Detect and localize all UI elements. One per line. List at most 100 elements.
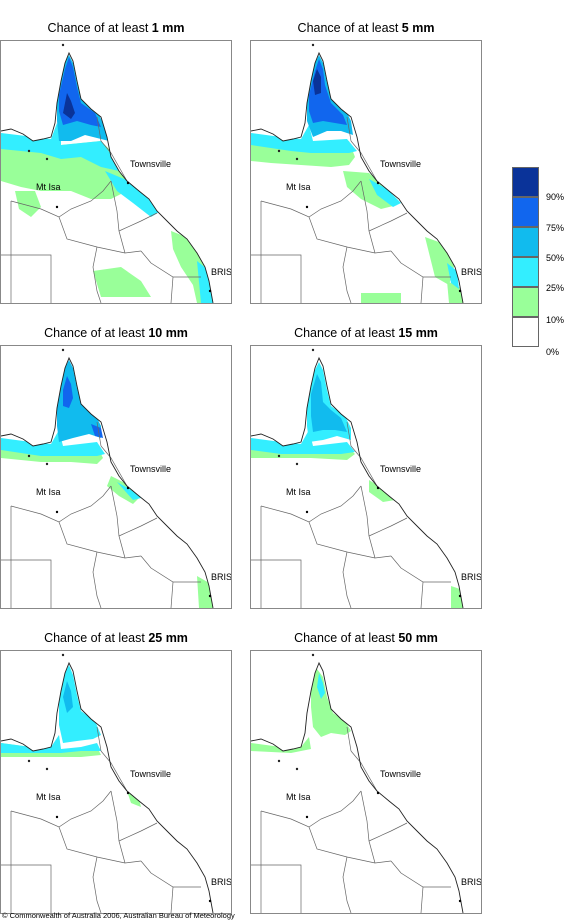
district-boundary [350, 445, 378, 487]
island-mark [61, 43, 65, 47]
district-boundary [260, 485, 362, 523]
district-boundary [96, 116, 102, 142]
district-boundary [420, 276, 424, 303]
town-marker [376, 791, 380, 795]
place-label-townsville: Townsville [380, 464, 421, 474]
place-label-mt_isa: Mt Isa [286, 182, 311, 192]
place-label-mt_isa: Mt Isa [36, 182, 61, 192]
district-boundary [96, 421, 102, 447]
map-panel: Chance of at least 10 mm Townsville Mt Isa… [0, 323, 232, 609]
district-boundary [350, 140, 378, 182]
place-label-brisbane: BRIS [461, 267, 481, 277]
rain-probability-region [105, 171, 161, 217]
rain-probability-region [369, 480, 395, 502]
coastline [1, 51, 214, 303]
legend-label-50: 50% [546, 253, 565, 263]
map-panel: Chance of at least 1 mm Townsville Mt Isa B… [0, 18, 232, 304]
district-boundary [350, 750, 378, 792]
island-mark [295, 767, 299, 771]
legend-label-75: 75% [546, 223, 565, 233]
district-boundary [58, 216, 142, 254]
place-label-brisbane: BRIS [461, 877, 481, 887]
district-boundary [360, 790, 376, 864]
district-boundary [360, 180, 376, 254]
district-boundary [368, 212, 408, 232]
panel-title: Chance of at least 15 mm [250, 323, 482, 343]
legend-swatch-75 [512, 197, 539, 227]
ocean-mask [69, 41, 231, 303]
town-marker [458, 289, 462, 293]
district-boundary [170, 886, 174, 913]
island-mark [61, 348, 65, 352]
town-marker [305, 815, 309, 819]
district-boundary [100, 750, 128, 792]
gulf-mask [251, 651, 319, 751]
island-mark [45, 462, 49, 466]
district-boundary [10, 180, 112, 218]
panel-threshold: 15 mm [398, 326, 438, 340]
rain-probability-region [1, 735, 101, 753]
panel-threshold: 50 mm [398, 631, 438, 645]
panel-title: Chance of at least 5 mm [250, 18, 482, 38]
town-marker [458, 594, 462, 598]
district-boundary [140, 860, 201, 888]
district-boundary [118, 212, 158, 232]
probability-map: Townsville Mt Isa BRIS [250, 650, 482, 914]
map-svg: Townsville Mt Isa BRIS [251, 41, 481, 303]
panel-title: Chance of at least 25 mm [0, 628, 232, 648]
place-label-brisbane: BRIS [461, 572, 481, 582]
place-label-brisbane: BRIS [211, 877, 231, 887]
district-boundary [96, 726, 102, 752]
place-label-townsville: Townsville [130, 464, 171, 474]
district-boundary [110, 790, 126, 864]
district-boundary [390, 860, 451, 888]
ocean-mask [69, 346, 231, 608]
map-svg: Townsville Mt Isa BRIS [1, 346, 231, 608]
probability-map: Townsville Mt Isa BRIS [250, 345, 482, 609]
district-boundary [308, 521, 392, 559]
map-svg: Townsville Mt Isa BRIS [251, 346, 481, 608]
island-mark [45, 767, 49, 771]
district-boundary [260, 180, 362, 218]
coastline [1, 356, 214, 608]
town-marker [126, 791, 130, 795]
rain-probability-region [369, 179, 401, 207]
map-panel: Chance of at least 15 mm Townsville Mt Isa… [250, 323, 482, 609]
legend-label-90: 90% [546, 192, 565, 202]
rain-probability-region [313, 69, 321, 95]
district-boundary [342, 856, 352, 913]
probability-map: Townsville Mt Isa BRIS [0, 650, 232, 914]
district-boundary [1, 559, 52, 608]
rain-probability-region [93, 267, 151, 297]
town-marker [55, 205, 59, 209]
ocean-mask [69, 651, 231, 913]
island-mark [27, 759, 31, 763]
rain-probability-region [63, 376, 73, 408]
town-marker [126, 486, 130, 490]
map-panel: Chance of at least 5 mm Townsville Mt Isa B… [250, 18, 482, 304]
ocean-mask [319, 346, 481, 608]
panel-threshold: 5 mm [401, 21, 435, 35]
district-boundary [390, 250, 451, 278]
rain-probability-region [1, 123, 119, 171]
panel-title-prefix: Chance of at least [47, 21, 152, 35]
district-boundary [308, 826, 392, 864]
rain-probability-region [197, 261, 213, 303]
coastline [251, 661, 464, 913]
place-label-brisbane: BRIS [211, 267, 231, 277]
district-boundary [251, 559, 302, 608]
island-mark [295, 157, 299, 161]
district-boundary [10, 790, 112, 828]
legend-swatch-25 [512, 257, 539, 287]
island-mark [45, 157, 49, 161]
island-mark [295, 462, 299, 466]
map-panel: Chance of at least 50 mm Townsville Mt Isa… [250, 628, 482, 914]
place-label-mt_isa: Mt Isa [286, 487, 311, 497]
town-marker [305, 205, 309, 209]
rain-probability-region [251, 125, 357, 153]
rain-probability-region [63, 681, 73, 713]
rain-probability-region [59, 665, 101, 743]
town-marker [208, 594, 212, 598]
rain-probability-region [15, 191, 41, 217]
town-marker [55, 510, 59, 514]
